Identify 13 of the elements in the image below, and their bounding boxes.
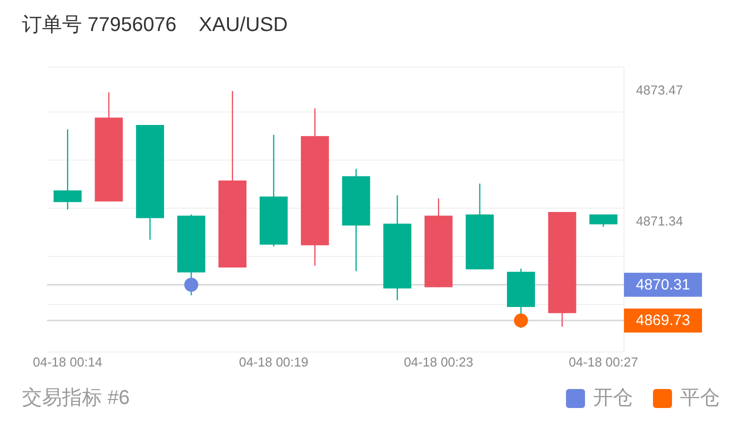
text: 交易指标 #6 <box>22 387 130 409</box>
x-tick-label: 04-18 00:23 <box>404 354 474 370</box>
x-tick-label: 04-18 00:19 <box>238 354 308 370</box>
candlestick <box>54 128 82 210</box>
ref-line-label: 4869.73 <box>636 312 690 330</box>
chart-title: 订单号 77956076 XAU/USD <box>22 14 288 36</box>
legend-label: 开仓 <box>593 387 633 409</box>
ref-line-label: 4870.31 <box>636 276 690 294</box>
legend-label: 平仓 <box>680 387 720 409</box>
x-tick-label: 04-18 00:14 <box>32 354 102 370</box>
y-tick-label: 4871.34 <box>636 214 683 229</box>
x-tick-label: 04-18 00:27 <box>568 354 638 370</box>
y-tick-label: 4873.47 <box>636 82 683 98</box>
